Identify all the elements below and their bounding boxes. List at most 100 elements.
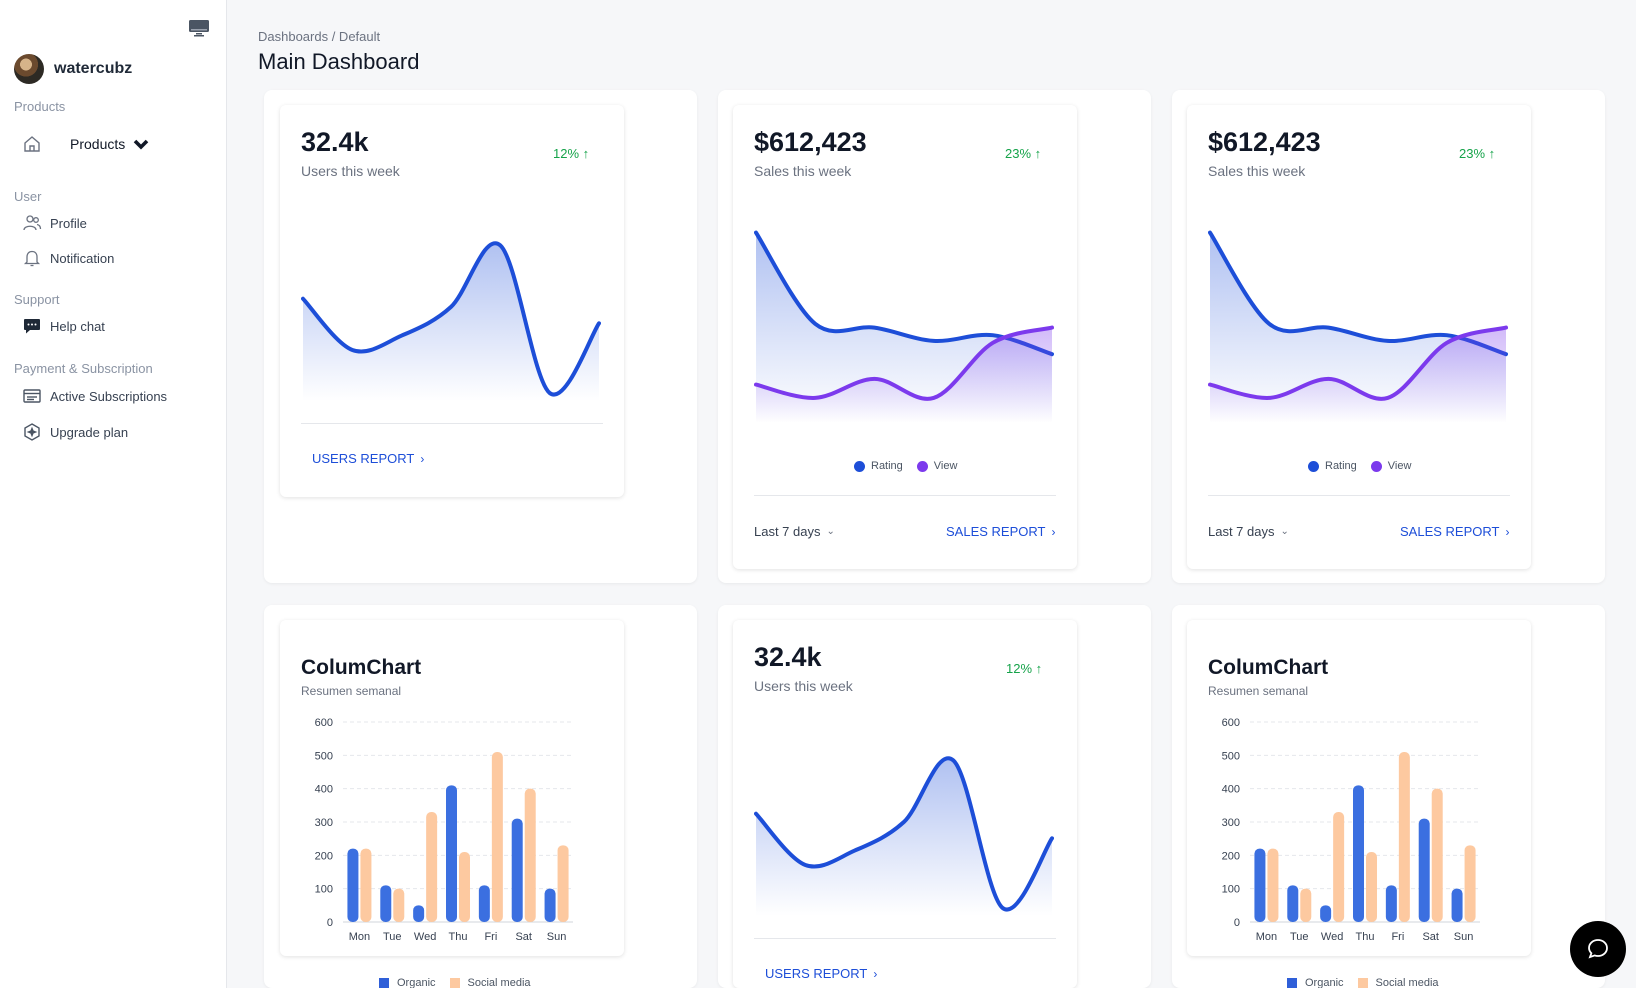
legend-label: Rating [1325,460,1357,472]
bar [491,752,503,922]
divider [1208,495,1510,496]
period-dropdown[interactable]: Last 7 days ⌄ [1208,524,1289,539]
users-icon [23,215,42,231]
legend-item-organic: Organic [1287,977,1344,988]
user-profile[interactable]: watercubz [14,54,132,84]
y-tick-label: 100 [315,884,333,896]
chat-icon [1588,939,1608,959]
y-tick-label: 300 [1222,817,1240,829]
section-title-user: User [14,189,42,204]
chat-button[interactable] [1570,921,1626,977]
sidebar-item-help-chat[interactable]: Help chat [22,316,105,336]
x-tick-label: Sat [1422,931,1439,943]
column-chart-subtitle: Resumen semanal [1208,684,1309,698]
bar [1353,785,1364,922]
legend-dot [1308,460,1319,472]
bar [544,888,556,922]
legend-swatch [449,978,460,988]
column-chart: 0 100 200 300 400 500 600 Mon Tue Wed Thu Fri Sat Sun [315,718,573,943]
x-tick-label: Sat [515,931,532,943]
x-tick-label: Mon [1256,931,1277,943]
divider [301,423,603,424]
bar [1287,885,1299,922]
sales-report-link[interactable]: SALES REPORT › [946,524,1055,539]
y-tick-label: 500 [1222,750,1240,762]
monitor-icon[interactable] [188,19,210,37]
sidebar-item-profile[interactable]: Profile [22,213,87,233]
sales-card: $612,423 Sales this week 23% ↑ Rating Vi… [733,105,1077,569]
sparkle-badge-icon [24,423,40,441]
period-label: Last 7 days [1208,524,1275,539]
legend-label: View [933,460,958,472]
legend-label: Social media [1375,977,1439,988]
bar [1366,852,1377,922]
bar [557,845,569,922]
legend-item-social-media: Social media [1357,977,1439,988]
sidebar-item-notification[interactable]: Notification [22,248,114,268]
x-tick-label: Tue [383,931,402,943]
sales-delta-badge: 23% ↑ [1459,146,1496,161]
legend-swatch [1357,978,1368,988]
period-label: Last 7 days [754,524,821,539]
y-tick-label: 400 [315,784,333,796]
x-tick-label: Thu [449,931,468,943]
sidebar-item-products[interactable]: Products [22,134,159,154]
x-tick-label: Sun [547,931,567,943]
legend-label: Social media [467,977,531,988]
period-dropdown[interactable]: Last 7 days ⌄ [754,524,835,539]
users-area-chart [754,756,1054,916]
y-tick-label: 0 [327,917,333,929]
bar [347,848,359,922]
bar [1451,888,1463,922]
users-value: 32.4k [301,127,369,157]
legend-item-rating: Rating [854,460,903,472]
sales-report-link[interactable]: SALES REPORT › [1400,524,1509,539]
series-line [754,756,1054,912]
chart-legend: Rating View [1308,460,1425,472]
sales-report-label: SALES REPORT [1400,524,1500,539]
bar [1333,812,1345,922]
sidebar-item-upgrade-plan[interactable]: Upgrade plan [22,422,128,442]
legend-label: View [1387,460,1412,472]
home-icon [24,136,40,152]
sidebar-item-active-subscriptions[interactable]: Active Subscriptions [22,386,167,406]
chevron-down-icon [133,139,149,150]
legend-item-social-media: Social media [449,977,531,988]
bar [1254,848,1266,922]
bar [380,885,392,922]
y-tick-label: 100 [1222,884,1240,896]
y-tick-label: 600 [1222,718,1240,729]
users-report-link[interactable]: USERS REPORT › [765,966,877,981]
sales-area-chart [754,230,1054,423]
users-report-link[interactable]: USERS REPORT › [312,451,424,466]
users-card-2: 32.4k Users this week 12% ↑ USERS REPORT… [733,620,1077,988]
column-chart-title: ColumChart [301,656,422,679]
column-chart-legend: Organic Social media [1287,977,1453,988]
bell-icon [23,250,41,267]
bar [1464,845,1476,922]
bar [426,812,438,922]
column-chart-legend: Organic Social media [379,977,545,988]
sidebar-item-label: Active Subscriptions [50,388,168,404]
sidebar-item-label: Help chat [50,318,105,334]
sales-value: $612,423 [754,127,867,157]
users-report-label: USERS REPORT [765,966,868,981]
series-line [1208,325,1508,401]
avatar [14,54,44,84]
sales-delta-badge: 23% ↑ [1005,146,1042,161]
legend-label: Rating [871,460,903,472]
users-delta-badge: 12% ↑ [553,146,590,161]
legend-dot [916,460,928,472]
bar [1431,788,1443,922]
sales-card-2: $612,423 Sales this week 23% ↑ Rating Vi… [1187,105,1531,569]
sidebar-item-label: Profile [50,215,87,231]
legend-item-view: View [916,460,958,472]
column-chart-card-2: ColumChart Resumen semanal 0 100 200 300 400… [1187,620,1531,956]
section-title-support: Support [14,292,60,307]
area-fill [756,758,1052,916]
y-tick-label: 400 [1222,784,1240,796]
series-line [754,325,1054,401]
column-chart-title: ColumChart [1208,656,1329,679]
chevron-down-icon: ⌄ [1280,526,1289,537]
y-tick-label: 500 [315,750,333,762]
